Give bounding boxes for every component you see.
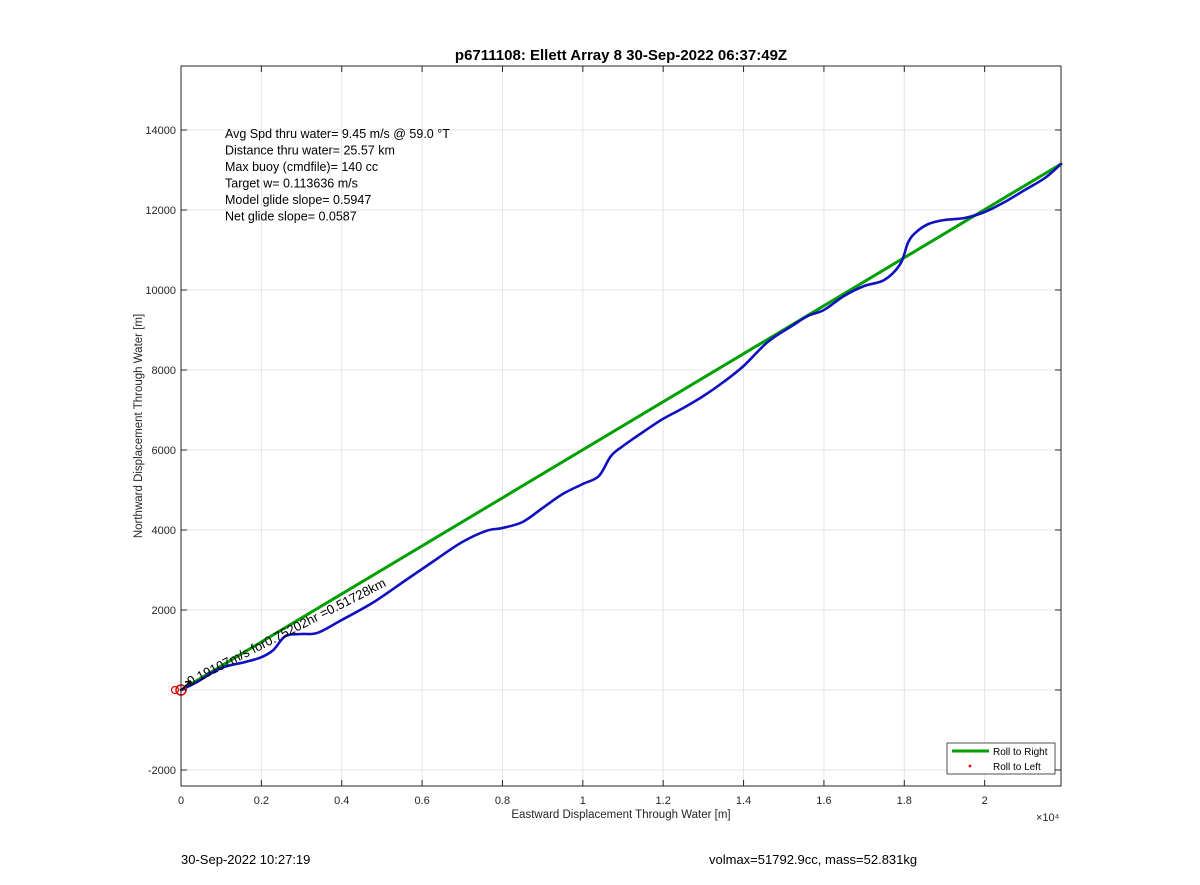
x-tick-label: 0.8	[495, 795, 510, 807]
legend-roll-left-swatch	[968, 764, 972, 768]
y-tick-label: 10000	[145, 285, 176, 297]
arrow-label: 0.19107m/s for0.75202hr =0.51728km	[185, 575, 389, 689]
current-arrow	[180, 680, 192, 691]
tick-layer: 0 0.2 0.4 0.6 0.8 1 1.2 1.4 1.6 1.8 2 -2000 2000 4000…	[145, 66, 1061, 807]
grid	[180, 66, 1061, 786]
x-tick-label: 1.4	[736, 795, 751, 807]
y-tick-label: -2000	[148, 765, 176, 777]
x-tick-label: 1.6	[816, 795, 831, 807]
current-arrow-head	[184, 680, 192, 687]
x-tick-label: 0	[178, 795, 184, 807]
legend-roll-right-label: Roll to Right	[993, 747, 1048, 758]
annotation-line: Target w= 0.113636 m/s	[225, 177, 358, 191]
annotation-line: Avg Spd thru water= 9.45 m/s @ 59.0 °T	[225, 127, 450, 141]
series-roll-to-right	[179, 162, 1063, 692]
series-layer	[179, 162, 1063, 692]
start-marker-secondary	[170, 685, 180, 695]
y-axis-label: Northward Displacement Through Water [m]	[133, 314, 145, 538]
x-tick-label: 0.2	[254, 795, 269, 807]
footer-timestamp: 30-Sep-2022 10:27:19	[181, 852, 311, 867]
annotation-line: Distance thru water= 25.57 km	[225, 144, 395, 158]
y-tick-label: 8000	[152, 365, 176, 377]
x-tick-label: 0.4	[334, 795, 349, 807]
x-tick-label: 0.6	[414, 795, 429, 807]
series-track	[179, 162, 1063, 692]
y-tick-label: 2000	[152, 605, 176, 617]
y-tick-label: 12000	[145, 205, 176, 217]
legend: Roll to Right Roll to Left	[946, 742, 1056, 775]
stats-annotation: Avg Spd thru water= 9.45 m/s @ 59.0 °T Di…	[225, 127, 450, 224]
annotation-line: Model glide slope= 0.5947	[225, 193, 371, 207]
y-tick-label: 6000	[152, 445, 176, 457]
annotation-line: Max buoy (cmdfile)= 140 cc	[225, 160, 378, 174]
axes-box	[180, 65, 1062, 787]
x-axis-label: Eastward Displacement Through Water [m]	[511, 809, 730, 821]
legend-roll-left-label: Roll to Left	[993, 762, 1041, 773]
y-tick-label: 4000	[152, 525, 176, 537]
x-tick-label: 1.2	[656, 795, 671, 807]
x-tick-label: 2	[982, 795, 988, 807]
y-tick-label: 14000	[145, 125, 176, 137]
legend-box	[946, 742, 1056, 775]
chart-title: p6711108: Ellett Array 8 30-Sep-2022 06:…	[455, 47, 787, 64]
x-tick-label: 1	[580, 795, 586, 807]
x-exponent-label: ×10⁴	[1036, 812, 1060, 824]
annotation-line: Net glide slope= 0.0587	[225, 210, 357, 224]
x-tick-label: 1.8	[897, 795, 912, 807]
footer-mass-info: volmax=51792.9cc, mass=52.831kg	[709, 852, 918, 867]
